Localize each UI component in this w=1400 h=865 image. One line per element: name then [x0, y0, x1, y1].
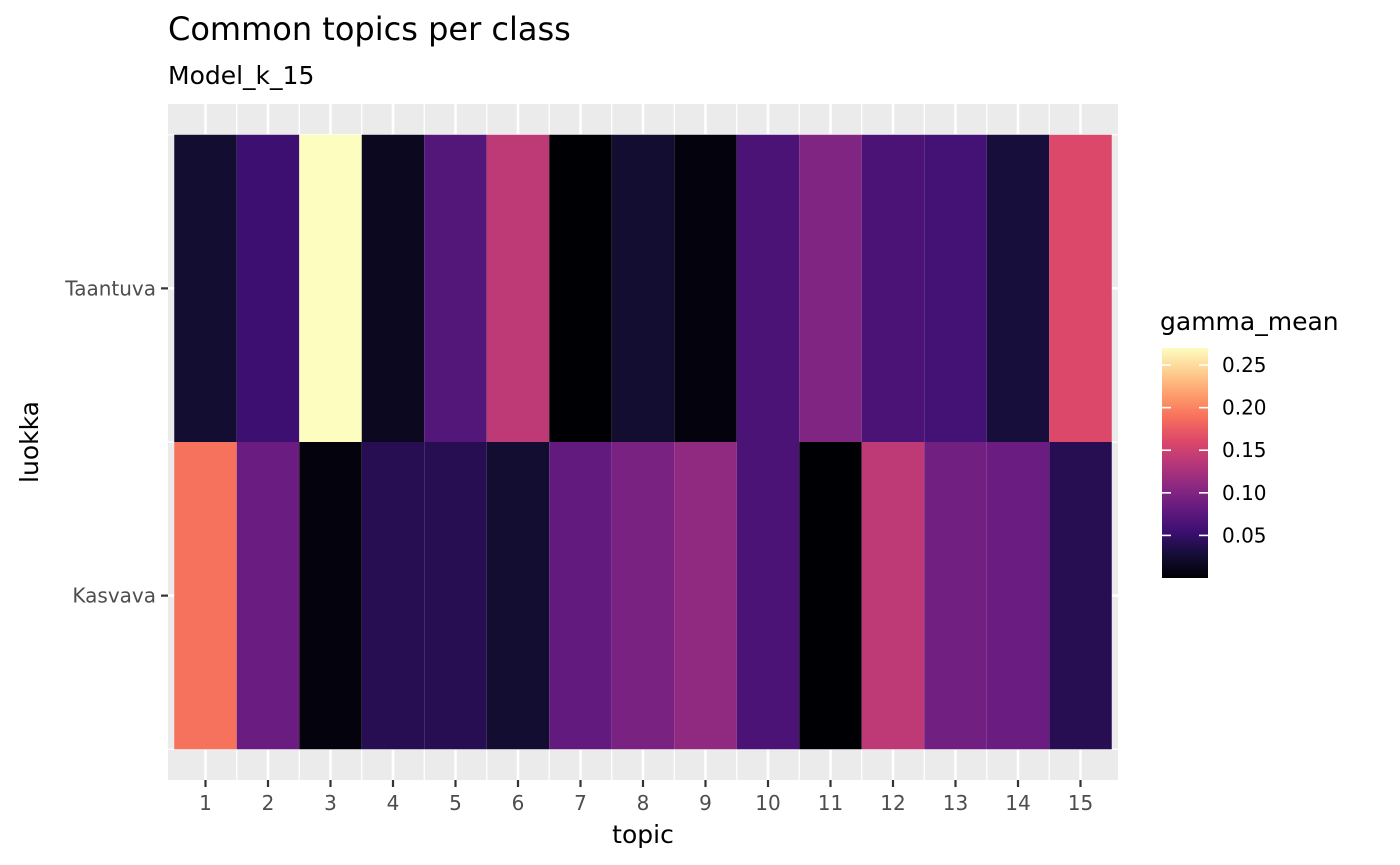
x-tick-label: 12 — [880, 791, 905, 815]
x-tick-label: 7 — [574, 791, 587, 815]
heatmap-cell-kasvava-topic-3 — [299, 442, 362, 750]
heatmap-cells — [174, 134, 1112, 750]
legend-title: gamma_mean — [1160, 307, 1339, 336]
heatmap-cell-kasvava-topic-15 — [1049, 442, 1112, 750]
x-tick-label: 13 — [943, 791, 968, 815]
heatmap-cell-kasvava-topic-12 — [861, 442, 925, 750]
legend-ticks: 0.05 0.10 0.15 0.20 0.25 — [1162, 353, 1267, 547]
heatmap-cell-taantuva-topic-13 — [924, 134, 987, 442]
x-tick-label: 8 — [637, 791, 650, 815]
x-tick-label: 5 — [449, 791, 462, 815]
heatmap-cell-taantuva-topic-10 — [736, 134, 800, 442]
heatmap-cell-taantuva-topic-1 — [174, 134, 237, 442]
heatmap-cell-taantuva-topic-5 — [424, 134, 487, 442]
heatmap-cell-kasvava-topic-8 — [611, 442, 675, 750]
heatmap-cell-taantuva-topic-11 — [799, 134, 862, 442]
heatmap-cell-kasvava-topic-2 — [236, 442, 300, 750]
heatmap-cell-kasvava-topic-5 — [424, 442, 487, 750]
color-legend: gamma_mean 0.05 0.10 0.15 0.20 0.25 — [1160, 307, 1339, 578]
y-axis-title: luokka — [15, 401, 44, 483]
heatmap-cell-kasvava-topic-1 — [174, 442, 237, 750]
heatmap-cell-kasvava-topic-6 — [486, 442, 550, 750]
heatmap-cell-kasvava-topic-4 — [361, 442, 425, 750]
heatmap-cell-taantuva-topic-6 — [486, 134, 550, 442]
heatmap-cell-kasvava-topic-7 — [549, 442, 612, 750]
heatmap-cell-taantuva-topic-14 — [986, 134, 1050, 442]
heatmap-cell-kasvava-topic-9 — [674, 442, 737, 750]
y-tick-label: Taantuva — [64, 276, 156, 300]
heatmap-cell-taantuva-topic-3 — [299, 134, 362, 442]
legend-tick-label: 0.10 — [1222, 481, 1267, 505]
heatmap-cell-taantuva-topic-9 — [674, 134, 737, 442]
x-tick-label: 3 — [324, 791, 337, 815]
legend-colorbar — [1162, 348, 1208, 578]
x-tick-label: 2 — [262, 791, 275, 815]
heatmap-cell-kasvava-topic-11 — [799, 442, 862, 750]
legend-tick-label: 0.05 — [1222, 523, 1267, 547]
x-tick-label: 11 — [818, 791, 843, 815]
heatmap-cell-taantuva-topic-12 — [861, 134, 925, 442]
chart-subtitle: Model_k_15 — [168, 61, 314, 90]
x-tick-label: 14 — [1005, 791, 1030, 815]
heatmap-cell-kasvava-topic-13 — [924, 442, 987, 750]
heatmap-cell-taantuva-topic-8 — [611, 134, 675, 442]
legend-tick-label: 0.20 — [1222, 396, 1267, 420]
heatmap-cell-kasvava-topic-10 — [736, 442, 800, 750]
legend-tick-label: 0.25 — [1222, 353, 1267, 377]
y-axis: Kasvava Taantuva — [64, 276, 168, 608]
heatmap-cell-taantuva-topic-2 — [236, 134, 300, 442]
heatmap-cell-kasvava-topic-14 — [986, 442, 1050, 750]
x-tick-label: 6 — [512, 791, 525, 815]
x-tick-label: 9 — [699, 791, 712, 815]
heatmap-cell-taantuva-topic-4 — [361, 134, 425, 442]
chart-title: Common topics per class — [168, 10, 571, 48]
y-tick-label: Kasvava — [72, 584, 156, 608]
x-axis: 1 2 3 4 5 6 7 8 9 10 11 12 13 14 15 — [199, 780, 1093, 815]
x-axis-title: topic — [612, 820, 674, 849]
x-tick-label: 15 — [1068, 791, 1093, 815]
x-tick-label: 10 — [755, 791, 780, 815]
legend-tick-label: 0.15 — [1222, 438, 1267, 462]
x-tick-label: 1 — [199, 791, 212, 815]
x-tick-label: 4 — [387, 791, 400, 815]
heatmap-cell-taantuva-topic-7 — [549, 134, 612, 442]
heatmap-cell-taantuva-topic-15 — [1049, 134, 1112, 442]
